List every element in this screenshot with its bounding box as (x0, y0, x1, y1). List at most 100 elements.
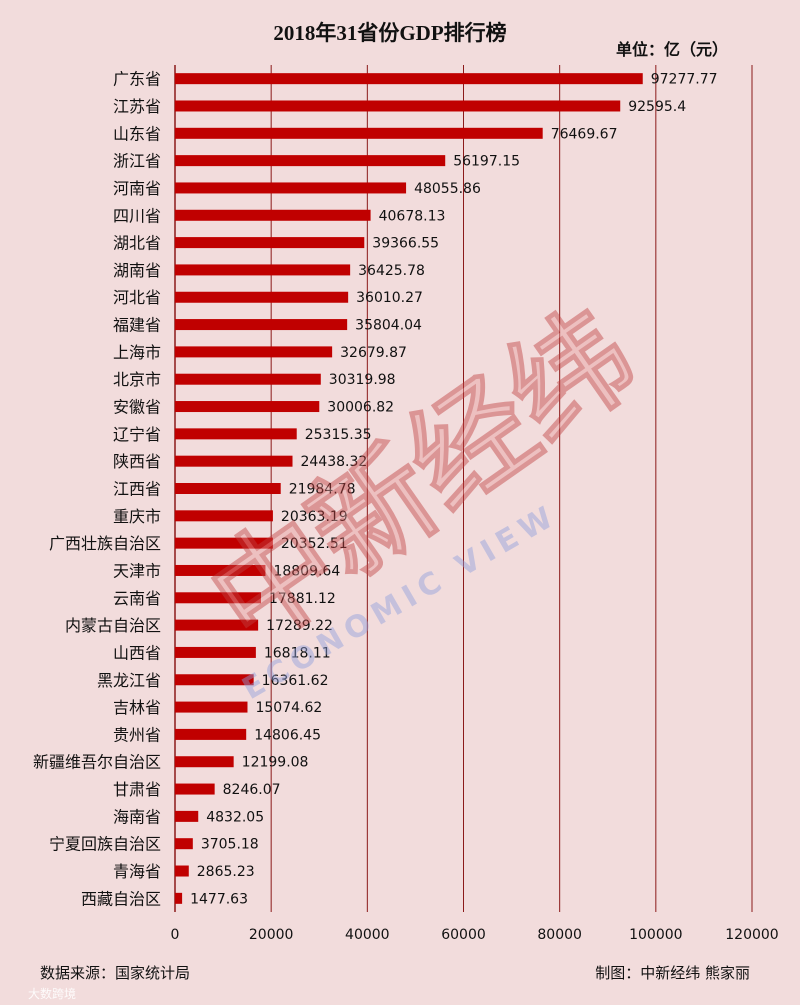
x-tick-label: 120000 (725, 927, 778, 943)
data-label: 16361.62 (262, 673, 329, 689)
category-label: 新疆维吾尔自治区 (33, 753, 161, 772)
category-label: 青海省 (113, 862, 161, 881)
data-label: 18809.64 (273, 563, 340, 579)
category-label: 广西壮族自治区 (49, 534, 161, 553)
bar (175, 619, 259, 631)
bar (175, 564, 266, 576)
x-tick-label: 20000 (249, 927, 294, 943)
data-label: 15074.62 (255, 700, 322, 716)
category-label: 内蒙古自治区 (65, 616, 161, 635)
credit-note: 制图：中新经纬 熊家丽 (595, 964, 750, 982)
watermark-cn: 中新经纬 (187, 285, 660, 674)
bar (175, 865, 189, 877)
data-label: 32679.87 (340, 345, 407, 361)
x-tick-label: 0 (171, 927, 180, 943)
bar (175, 701, 248, 713)
x-tick-label: 40000 (345, 927, 390, 943)
data-label: 40678.13 (379, 208, 446, 224)
category-label: 吉林省 (113, 698, 161, 717)
data-label: 21984.78 (289, 482, 356, 498)
data-label: 8246.07 (223, 782, 281, 798)
data-label: 30006.82 (327, 400, 394, 416)
data-label: 92595.4 (628, 99, 686, 115)
category-label: 山西省 (113, 643, 161, 662)
category-label: 湖北省 (113, 234, 161, 253)
category-label: 上海市 (113, 343, 161, 362)
data-label: 12199.08 (242, 755, 309, 771)
bar (175, 455, 293, 467)
category-label: 北京市 (113, 370, 161, 389)
category-label: 浙江省 (113, 152, 161, 171)
x-tick-label: 100000 (629, 927, 682, 943)
bar (175, 209, 371, 221)
data-label: 4832.05 (206, 809, 264, 825)
bar (175, 838, 193, 850)
data-label: 25315.35 (305, 427, 372, 443)
bar (175, 401, 320, 413)
bar (175, 728, 247, 740)
data-label: 16818.11 (264, 645, 331, 661)
x-tick-label: 60000 (441, 927, 486, 943)
bar (175, 155, 446, 167)
unit-label: 单位：亿（元） (616, 40, 728, 59)
bar (175, 646, 256, 658)
data-label: 76469.67 (551, 126, 618, 142)
category-label: 江西省 (113, 480, 161, 499)
data-label: 20352.51 (281, 536, 348, 552)
data-label: 48055.86 (414, 181, 481, 197)
bar (175, 537, 273, 549)
chart-title: 2018年31省份GDP排行榜 (273, 21, 506, 45)
category-label: 云南省 (113, 589, 161, 608)
category-label: 河南省 (113, 179, 161, 198)
data-label: 97277.77 (651, 72, 718, 88)
bar (175, 783, 215, 795)
bar (175, 73, 643, 85)
data-label: 3705.18 (201, 837, 259, 853)
x-tick-labels: 0 20000 40000 60000 80000 100000 120000 (171, 927, 779, 943)
corner-mark: 大数跨境 (28, 986, 76, 1001)
data-label: 24438.32 (301, 454, 368, 470)
category-label: 贵州省 (113, 725, 161, 744)
bars-group (175, 73, 643, 904)
category-label: 四川省 (113, 206, 161, 225)
bar (175, 100, 621, 112)
bar (175, 756, 234, 768)
bar (175, 182, 407, 194)
category-label: 福建省 (113, 316, 161, 335)
category-label: 西藏自治区 (81, 889, 161, 908)
data-label: 14806.45 (254, 727, 321, 743)
category-label: 天津市 (113, 561, 161, 580)
data-label: 1477.63 (190, 891, 248, 907)
category-label: 辽宁省 (113, 425, 161, 444)
category-label: 海南省 (113, 807, 161, 826)
category-label: 河北省 (113, 288, 161, 307)
value-labels: 97277.77 92595.4 76469.67 56197.15 48055.86 4… (190, 72, 717, 908)
bar (175, 892, 183, 904)
category-label: 重庆市 (113, 507, 161, 526)
bar (175, 592, 261, 604)
data-label: 17881.12 (269, 591, 336, 607)
bar (175, 291, 349, 303)
data-label: 17289.22 (266, 618, 333, 634)
bar (175, 346, 333, 358)
bar (175, 237, 365, 249)
bar (175, 428, 297, 440)
bar (175, 264, 351, 276)
data-label: 35804.04 (355, 318, 422, 334)
category-label: 江苏省 (113, 97, 161, 116)
data-label: 20363.19 (281, 509, 348, 525)
category-label: 黑龙江省 (97, 671, 161, 690)
data-label: 36425.78 (358, 263, 425, 279)
bar (175, 127, 543, 139)
category-label: 甘肃省 (113, 780, 161, 799)
category-labels: 广东省江苏省山东省浙江省河南省四川省湖北省湖南省河北省福建省上海市北京市安徽省辽… (33, 70, 161, 909)
category-label: 安徽省 (113, 398, 161, 417)
category-label: 山东省 (113, 124, 161, 143)
category-label: 陕西省 (113, 452, 161, 471)
category-label: 宁夏回族自治区 (49, 835, 161, 854)
bar (175, 373, 321, 385)
grid-lines (174, 65, 753, 912)
data-label: 56197.15 (453, 154, 520, 170)
category-label: 广东省 (113, 70, 161, 89)
